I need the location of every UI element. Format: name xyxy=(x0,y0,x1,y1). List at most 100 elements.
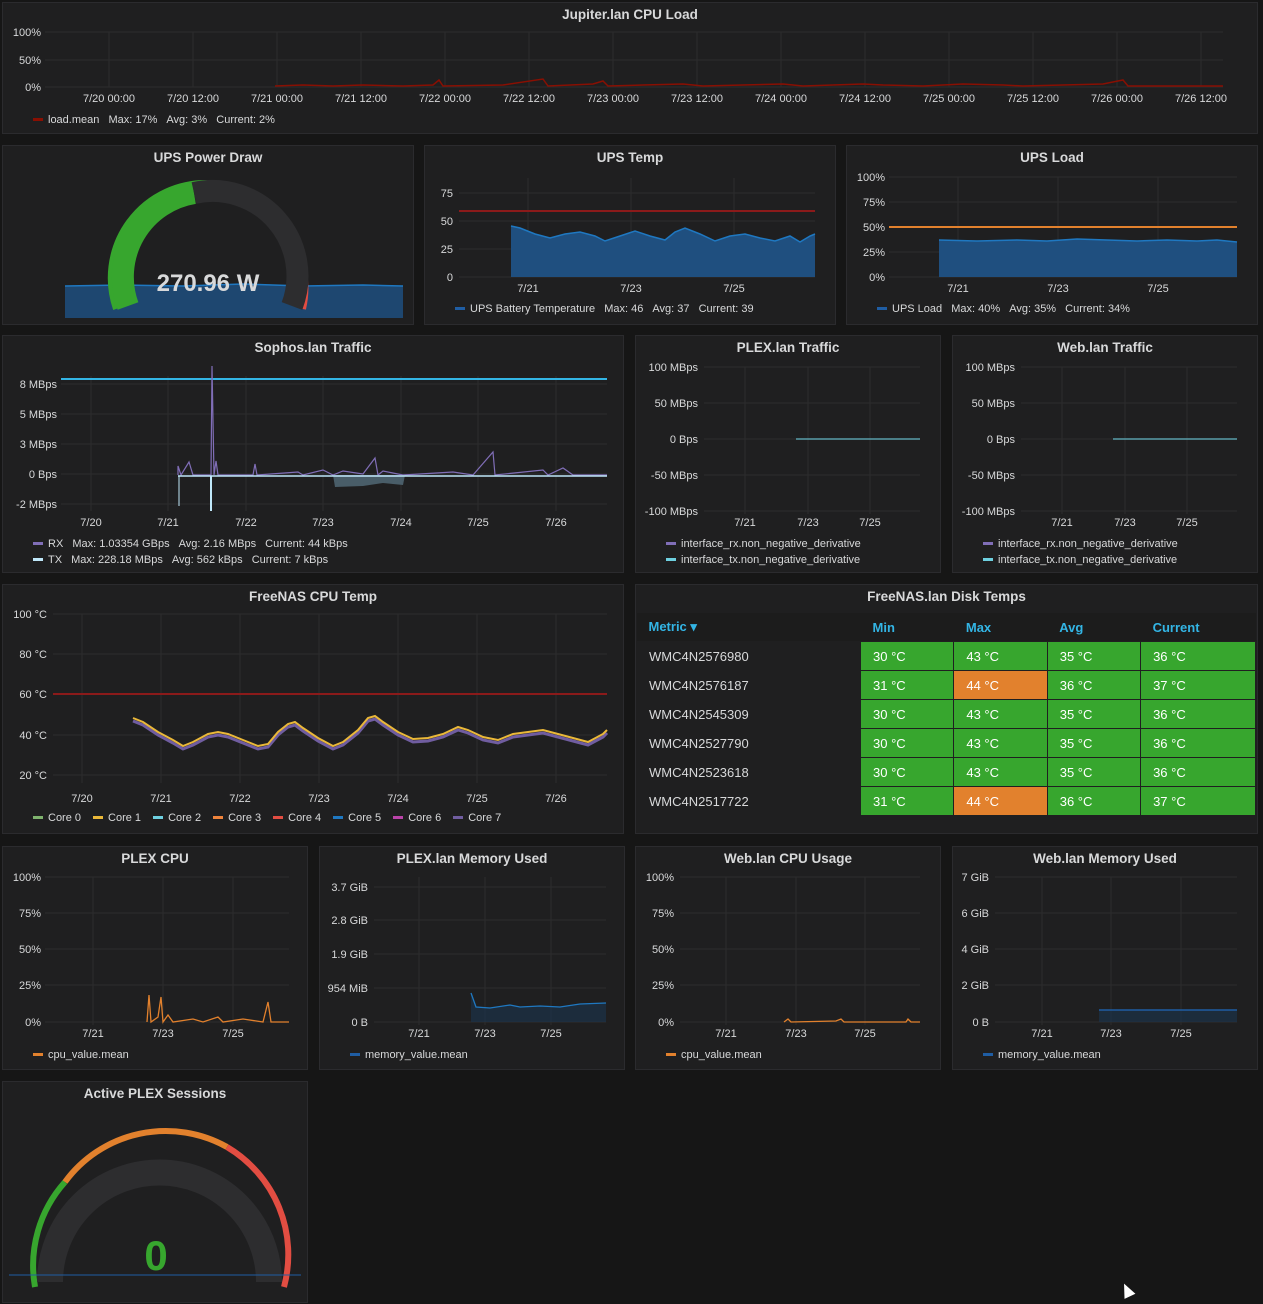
legend-series-name[interactable]: interface_rx.non_negative_derivative xyxy=(681,538,861,550)
legend[interactable]: memory_value.mean xyxy=(983,1049,1101,1061)
ups-load-graph[interactable]: 100% 75% 50% 25% 0% 7/21 7/23 7/25 xyxy=(847,146,1259,326)
x-tick: 7/22 xyxy=(235,517,256,529)
x-tick: 7/25 xyxy=(222,1028,243,1040)
x-tick: 7/21 xyxy=(517,283,538,295)
panel-title[interactable]: PLEX.lan Memory Used xyxy=(396,851,548,866)
legend-item-core-1[interactable]: Core 1 xyxy=(93,812,141,824)
legend-series-name[interactable]: RX xyxy=(48,538,64,550)
legend-series-name: Core 2 xyxy=(168,812,202,824)
legend[interactable]: memory_value.mean xyxy=(350,1049,468,1061)
legend-item-core-2[interactable]: Core 2 xyxy=(153,812,201,824)
legend-item-core-5[interactable]: Core 5 xyxy=(333,812,381,824)
legend-series-name[interactable]: UPS Battery Temperature xyxy=(470,303,596,315)
y-tick: 1.9 GiB xyxy=(331,949,368,961)
panel-title[interactable]: UPS Temp xyxy=(596,150,664,165)
legend-series-name[interactable]: TX xyxy=(48,554,63,566)
legend-rx[interactable]: interface_rx.non_negative_derivative xyxy=(983,538,1178,550)
cell-max: 44 °C xyxy=(953,786,1048,816)
legend-item-core-3[interactable]: Core 3 xyxy=(213,812,261,824)
legend-series-name[interactable]: memory_value.mean xyxy=(365,1049,468,1061)
panel-title[interactable]: Web.lan Traffic xyxy=(1057,340,1153,355)
x-tick: 7/22 12:00 xyxy=(503,93,555,105)
panel-title[interactable]: Sophos.lan Traffic xyxy=(254,340,372,355)
y-tick: 3 MBps xyxy=(20,439,58,451)
y-tick: 75% xyxy=(863,197,885,209)
legend-rx[interactable]: interface_rx.non_negative_derivative xyxy=(666,538,861,550)
table-row: WMC4N2545309 30 °C 43 °C 35 °C 36 °C xyxy=(636,699,1256,729)
web-memory-graph[interactable]: 7 GiB 6 GiB 4 GiB 2 GiB 0 B 7/21 7/23 7/… xyxy=(953,847,1259,1071)
web-cpu-graph[interactable]: 100% 75% 50% 25% 0% 7/21 7/23 7/25 xyxy=(636,847,942,1071)
column-header-max[interactable]: Max xyxy=(953,613,1048,642)
panel-title[interactable]: Active PLEX Sessions xyxy=(83,1086,227,1101)
column-header-avg[interactable]: Avg xyxy=(1047,613,1141,642)
y-tick: 0% xyxy=(25,1017,41,1029)
legend-avg: Avg: 562 kBps xyxy=(171,554,243,566)
web-traffic-graph[interactable]: 100 MBps 50 MBps 0 Bps -50 MBps -100 MBp… xyxy=(953,336,1259,574)
legend-series-name: Core 7 xyxy=(468,812,502,824)
legend[interactable]: UPS Battery Temperature Max: 46 Avg: 37 … xyxy=(455,303,754,315)
freenas-cpu-temp-graph[interactable]: 100 °C 80 °C 60 °C 40 °C 20 °C 7/20 7/21… xyxy=(3,585,625,835)
legend-series-name[interactable]: UPS Load xyxy=(892,303,943,315)
y-tick: 75% xyxy=(19,908,41,920)
legend-item-core-7[interactable]: Core 7 xyxy=(453,812,501,824)
cell-max: 43 °C xyxy=(953,641,1048,671)
cell-max: 43 °C xyxy=(953,757,1048,787)
legend-item-core-4[interactable]: Core 4 xyxy=(273,812,321,824)
sophos-traffic-graph[interactable]: 8 MBps 5 MBps 3 MBps 0 Bps -2 MBps 7/20 … xyxy=(3,336,625,574)
column-header-current[interactable]: Current xyxy=(1140,613,1256,642)
x-tick: 7/21 xyxy=(150,793,171,805)
table-row: WMC4N2576980 30 °C 43 °C 35 °C 36 °C xyxy=(636,641,1256,671)
table-row: WMC4N2576187 31 °C 44 °C 36 °C 37 °C xyxy=(636,670,1256,700)
x-tick: 7/25 xyxy=(1176,517,1197,529)
legend-series-name[interactable]: cpu_value.mean xyxy=(681,1049,762,1061)
series-swatch xyxy=(350,1052,360,1056)
x-tick: 7/26 xyxy=(545,793,566,805)
panel-title[interactable]: PLEX CPU xyxy=(121,851,189,866)
panel-title[interactable]: UPS Power Draw xyxy=(153,150,263,165)
disk-name: WMC4N2576187 xyxy=(636,670,861,700)
ups-power-gauge[interactable] xyxy=(3,146,415,326)
x-tick: 7/22 00:00 xyxy=(419,93,471,105)
legend-tx[interactable]: interface_tx.non_negative_derivative xyxy=(666,554,860,566)
legend-tx[interactable]: TX Max: 228.18 MBps Avg: 562 kBps Curren… xyxy=(33,554,328,566)
legend-series-name[interactable]: interface_rx.non_negative_derivative xyxy=(998,538,1178,550)
panel-title[interactable]: Web.lan Memory Used xyxy=(1033,851,1177,866)
panel-title[interactable]: Jupiter.lan CPU Load xyxy=(562,7,698,22)
cpu-load-graph[interactable]: 100% 50% 0% 7/20 00:00 7/20 12:00 7/21 0… xyxy=(3,3,1259,135)
ups-temp-graph[interactable]: 75 50 25 0 7/21 7/23 7/25 xyxy=(425,146,837,326)
panel-title[interactable]: FreeNAS.lan Disk Temps xyxy=(867,589,1026,604)
panel-title[interactable]: PLEX.lan Traffic xyxy=(736,340,840,355)
panel-title[interactable]: FreeNAS CPU Temp xyxy=(248,589,378,604)
plex-sessions-gauge[interactable] xyxy=(3,1082,309,1304)
legend-series-name[interactable]: interface_tx.non_negative_derivative xyxy=(681,554,861,566)
y-tick: 100% xyxy=(857,172,885,184)
legend-rx[interactable]: RX Max: 1.03354 GBps Avg: 2.16 MBps Curr… xyxy=(33,538,348,550)
panel-title[interactable]: Web.lan CPU Usage xyxy=(723,851,853,866)
cell-min: 30 °C xyxy=(859,641,955,671)
y-tick: 7 GiB xyxy=(961,872,989,884)
x-tick: 7/21 xyxy=(947,283,968,295)
legend[interactable]: cpu_value.mean xyxy=(666,1049,762,1061)
legend[interactable]: cpu_value.mean xyxy=(33,1049,129,1061)
column-header-min[interactable]: Min xyxy=(860,613,954,642)
legend[interactable]: UPS Load Max: 40% Avg: 35% Current: 34% xyxy=(877,303,1130,315)
legend-tx[interactable]: interface_tx.non_negative_derivative xyxy=(983,554,1177,566)
cell-avg: 35 °C xyxy=(1046,699,1142,729)
legend-item-core-6[interactable]: Core 6 xyxy=(393,812,441,824)
column-header-metric[interactable]: Metric ▾ xyxy=(636,613,861,642)
panel-title[interactable]: UPS Load xyxy=(1020,150,1084,165)
legend-max: Max: 46 xyxy=(604,303,644,315)
legend[interactable]: Core 0 Core 1 Core 2 Core 3 Core 4 Core … xyxy=(33,812,501,824)
cell-avg: 36 °C xyxy=(1046,670,1142,700)
legend-item-core-0[interactable]: Core 0 xyxy=(33,812,81,824)
legend-series-name[interactable]: memory_value.mean xyxy=(998,1049,1101,1061)
legend-series-name[interactable]: load.mean xyxy=(48,114,100,126)
plex-traffic-graph[interactable]: 100 MBps 50 MBps 0 Bps -50 MBps -100 MBp… xyxy=(636,336,942,574)
cell-max: 43 °C xyxy=(953,699,1048,729)
legend-series-name[interactable]: cpu_value.mean xyxy=(48,1049,129,1061)
series-swatch xyxy=(333,815,344,819)
legend-series-name[interactable]: interface_tx.non_negative_derivative xyxy=(998,554,1178,566)
legend[interactable]: load.mean Max: 17% Avg: 3% Current: 2% xyxy=(33,114,275,126)
plex-cpu-graph[interactable]: 100% 75% 50% 25% 0% 7/21 7/23 7/25 xyxy=(3,847,309,1071)
plex-memory-graph[interactable]: 3.7 GiB 2.8 GiB 1.9 GiB 954 MiB 0 B 7/21… xyxy=(320,847,626,1071)
